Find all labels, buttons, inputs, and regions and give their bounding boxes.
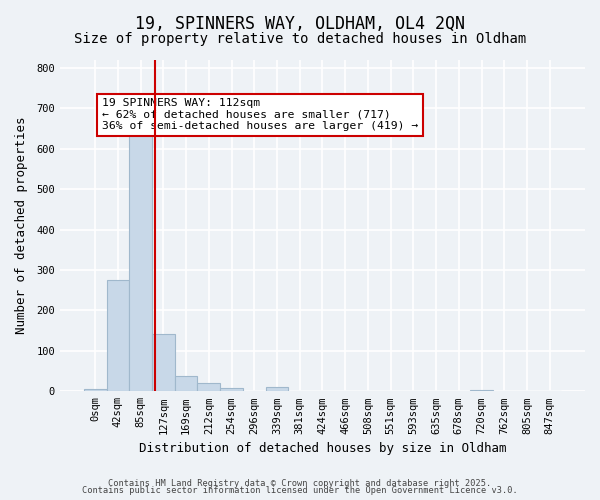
Bar — [129, 130, 152, 392]
X-axis label: Distribution of detached houses by size in Oldham: Distribution of detached houses by size … — [139, 442, 506, 455]
Text: Size of property relative to detached houses in Oldham: Size of property relative to detached ho… — [74, 32, 526, 46]
Bar — [470, 390, 493, 392]
Bar — [107, 280, 129, 392]
Bar — [266, 388, 289, 392]
Text: 19 SPINNERS WAY: 112sqm
← 62% of detached houses are smaller (717)
36% of semi-d: 19 SPINNERS WAY: 112sqm ← 62% of detache… — [102, 98, 418, 132]
Text: Contains HM Land Registry data © Crown copyright and database right 2025.: Contains HM Land Registry data © Crown c… — [109, 478, 491, 488]
Bar — [175, 376, 197, 392]
Text: Contains public sector information licensed under the Open Government Licence v3: Contains public sector information licen… — [82, 486, 518, 495]
Y-axis label: Number of detached properties: Number of detached properties — [15, 117, 28, 334]
Text: 19, SPINNERS WAY, OLDHAM, OL4 2QN: 19, SPINNERS WAY, OLDHAM, OL4 2QN — [135, 15, 465, 33]
Bar — [197, 383, 220, 392]
Bar — [152, 334, 175, 392]
Bar — [220, 388, 243, 392]
Bar — [84, 390, 107, 392]
